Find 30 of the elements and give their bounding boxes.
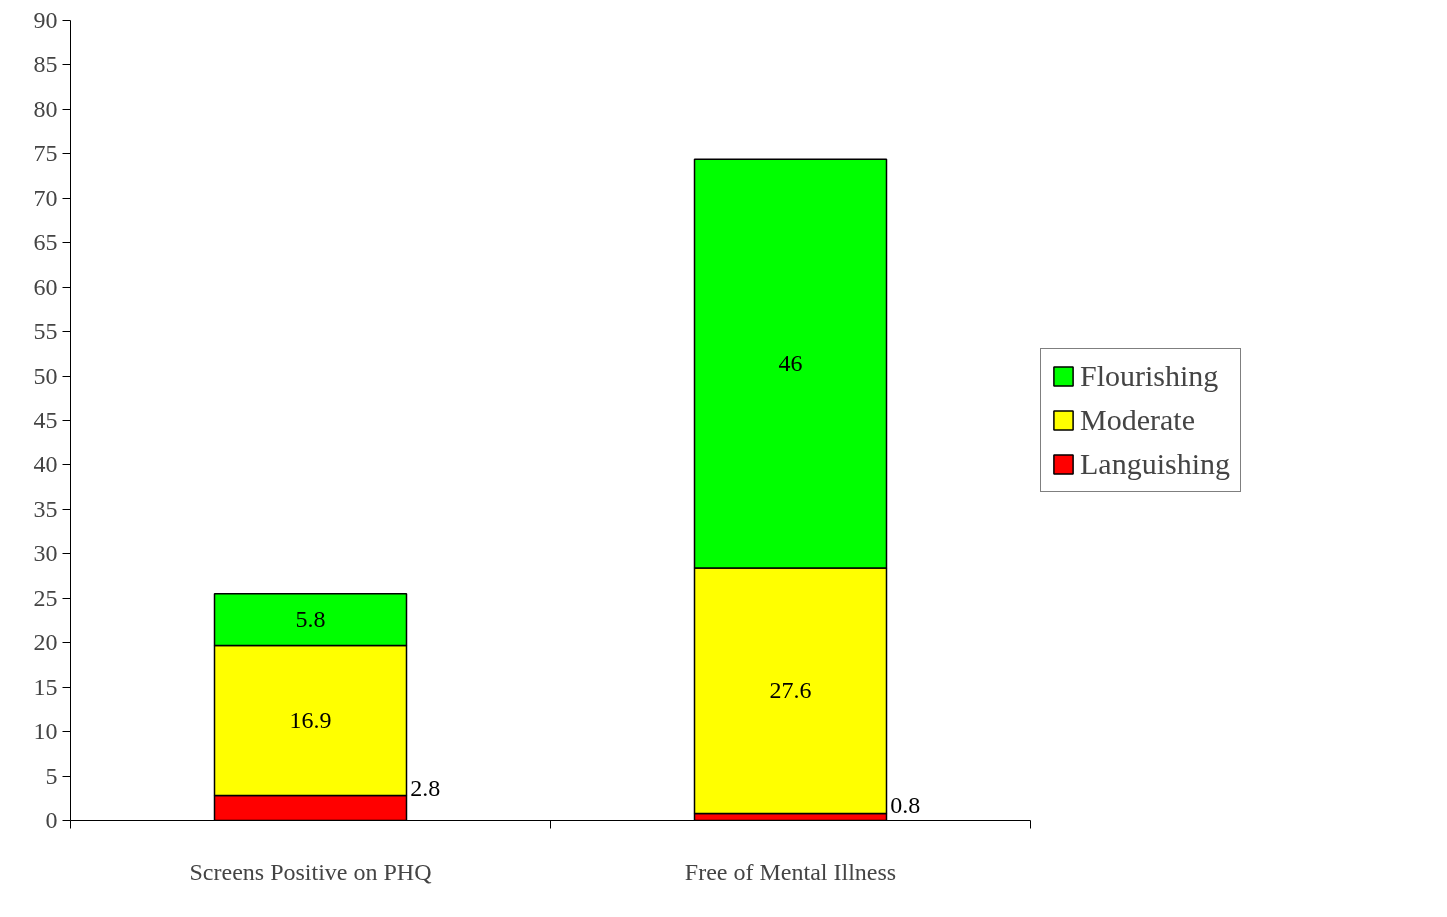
data-label: 16.9: [289, 707, 332, 733]
y-tick-label: 65: [33, 229, 58, 256]
data-label: 5.8: [295, 606, 326, 633]
data-label: 0.8: [890, 792, 921, 819]
data-label: 2.8: [410, 774, 441, 801]
y-tick-label: 90: [33, 7, 58, 33]
y-tick-label: 50: [33, 362, 58, 389]
x-tick-label: Free of Mental Illness: [684, 858, 897, 885]
y-tick-label: 40: [33, 451, 58, 478]
y-tick-label: 15: [33, 673, 58, 700]
y-tick-label: 85: [33, 51, 58, 78]
y-tick-label: 55: [33, 318, 58, 345]
y-tick-label: 80: [33, 95, 58, 122]
legend-label: Moderate: [1080, 403, 1195, 437]
y-tick-label: 30: [33, 540, 58, 567]
y-tick-label: 25: [33, 584, 58, 611]
y-tick-label: 10: [33, 718, 58, 745]
data-label: 46: [778, 350, 803, 377]
y-tick-label: 45: [33, 407, 58, 433]
y-tick-label: 35: [33, 495, 58, 522]
y-tick-label: 60: [33, 273, 58, 300]
y-tick-label: 5: [45, 762, 58, 789]
y-tick-label: 70: [33, 184, 58, 211]
data-label: 27.6: [769, 677, 812, 704]
y-tick-label: 75: [33, 140, 58, 167]
legend-label: Flourishing: [1080, 359, 1219, 393]
y-tick-label: 0: [45, 807, 58, 833]
x-tick-label: Screens Positive on PHQ: [189, 858, 432, 885]
y-tick-label: 20: [33, 629, 58, 656]
legend-label: Languishing: [1080, 447, 1230, 481]
